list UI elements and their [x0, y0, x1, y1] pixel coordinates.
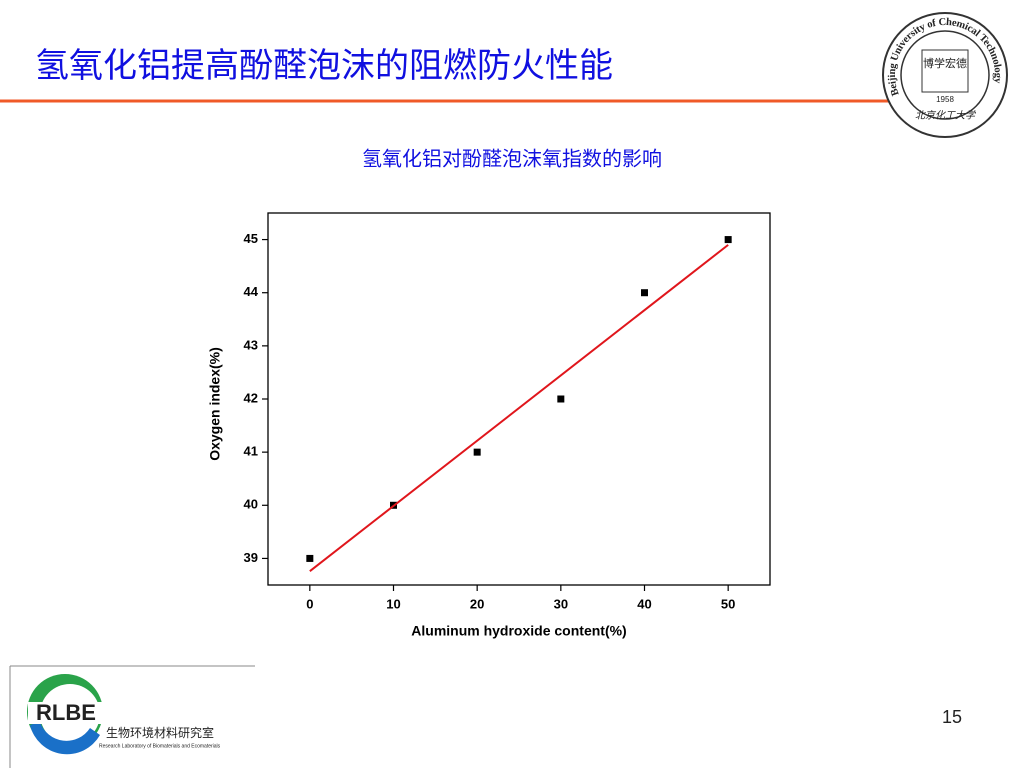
y-tick-label: 39 [244, 550, 258, 565]
data-point [724, 236, 732, 244]
x-tick-label: 30 [554, 596, 568, 611]
y-tick-label: 40 [244, 497, 258, 512]
chart: 氢氧化铝对酚醛泡沫氧指数的影响 Aluminum hydroxide conte… [207, 147, 771, 639]
seal-building [921, 49, 969, 93]
data-point [306, 554, 314, 562]
data-point [473, 448, 481, 456]
x-axis-label: Aluminum hydroxide content(%) [411, 623, 626, 639]
plot-frame [267, 212, 771, 586]
seal-inner [900, 30, 990, 120]
logo-chinese-name: 生物环境材料研究室 [106, 725, 214, 740]
slide-title: 氢氧化铝提高酚醛泡沫的阻燃防火性能 [35, 47, 613, 85]
page-number: 15 [942, 707, 962, 727]
x-tick-label: 20 [470, 596, 484, 611]
seal-chinese-name: 北京化工大学 [915, 110, 976, 122]
fit-line [309, 244, 729, 572]
y-tick-label: 45 [244, 231, 258, 246]
data-point [557, 395, 565, 403]
x-tick-label: 10 [386, 596, 400, 611]
logo-english-name: Research Laboratory of Biomaterials and … [99, 743, 221, 749]
university-seal: Beijing University of Chemical Technolog… [882, 12, 1008, 138]
data-point [641, 289, 648, 297]
seal-motto: 博学 [923, 56, 945, 70]
y-tick-label: 42 [244, 390, 258, 405]
y-tick-label: 43 [244, 337, 258, 352]
logo-swoosh [30, 722, 100, 755]
chart-title: 氢氧化铝对酚醛泡沫氧指数的影响 [362, 147, 662, 170]
x-tick-label: 0 [306, 596, 313, 611]
seal-year: 1958 [936, 95, 954, 104]
y-axis-label: Oxygen index(%) [207, 347, 223, 461]
x-tick-label: 40 [637, 596, 651, 611]
y-tick-label: 41 [244, 444, 258, 459]
seal-motto: 宏德 [945, 56, 967, 70]
logo-band [28, 702, 104, 724]
logo-acronym: RLBE [36, 700, 96, 725]
lab-logo: RLBE 生物环境材料研究室 Research Laboratory of Bi… [9, 665, 255, 768]
y-tick-label: 44 [244, 284, 259, 299]
x-tick-label: 50 [721, 596, 735, 611]
